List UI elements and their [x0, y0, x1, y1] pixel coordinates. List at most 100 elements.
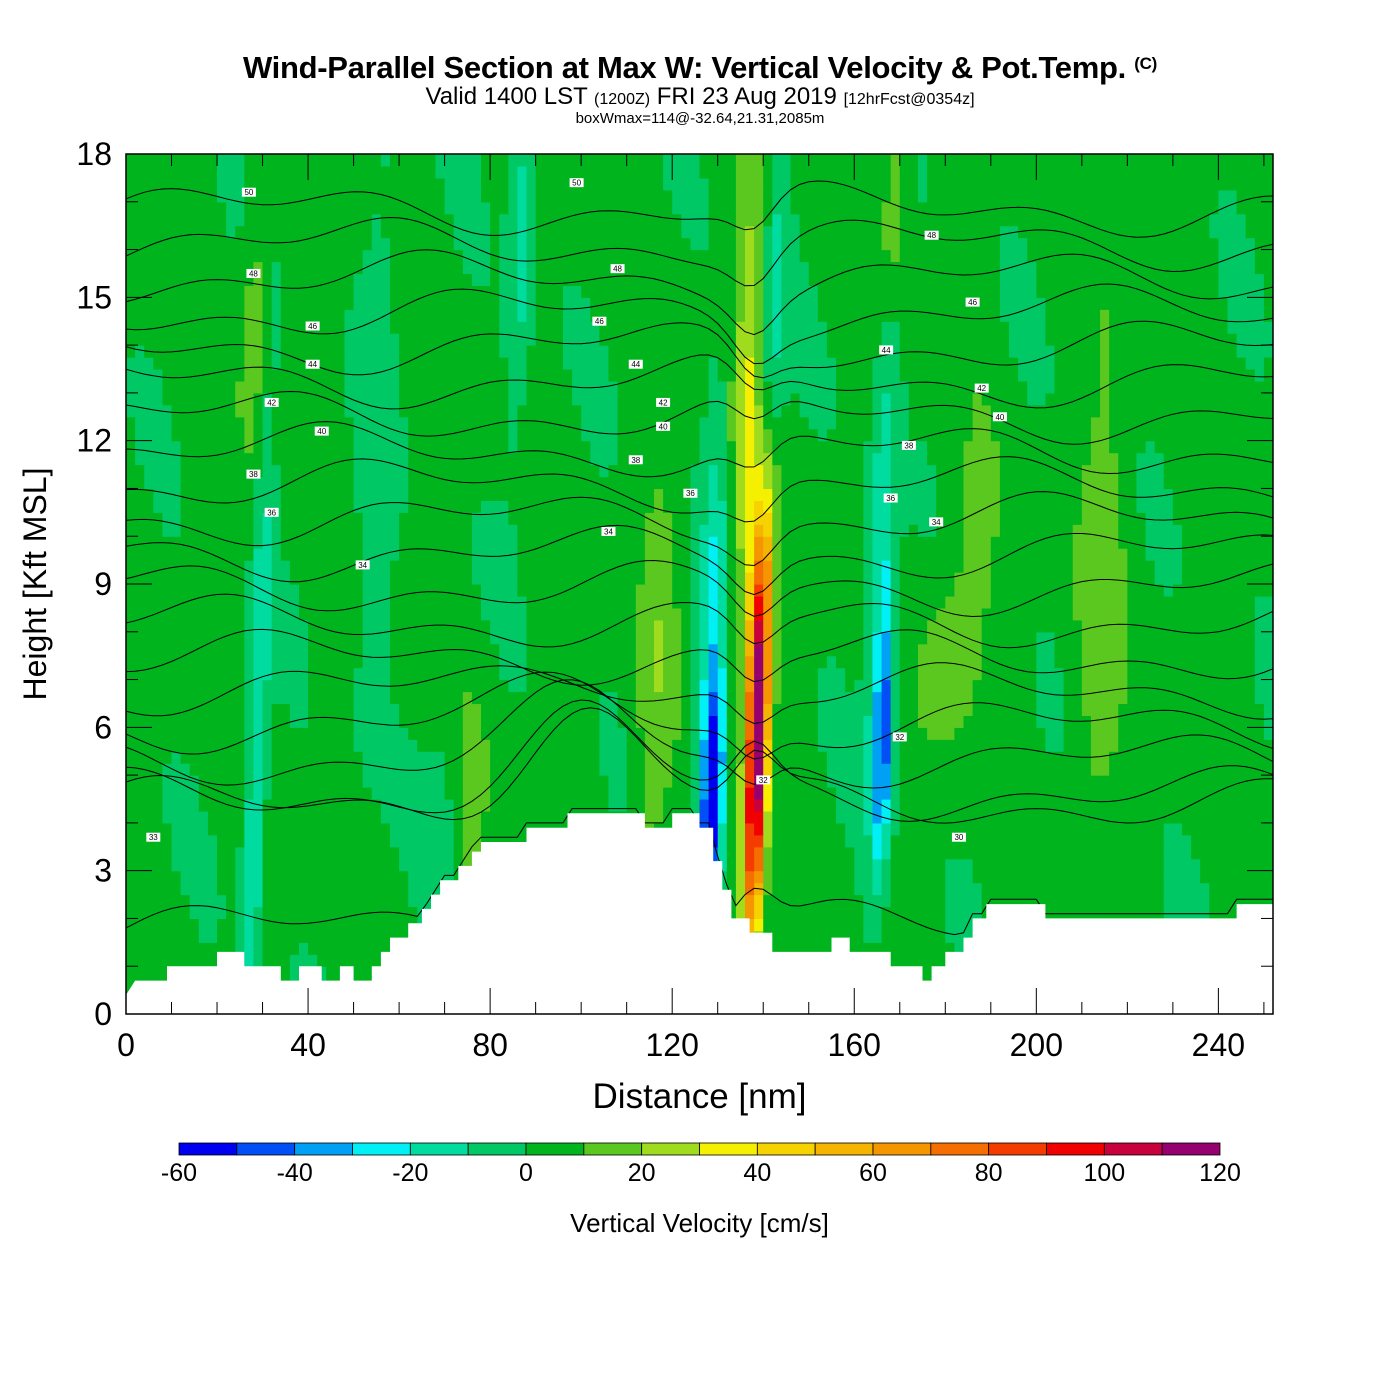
velocity-cell: [881, 775, 892, 788]
velocity-cell: [644, 631, 655, 645]
velocity-cell: [317, 870, 327, 884]
velocity-cell: [226, 834, 236, 848]
velocity-cell: [562, 536, 573, 549]
velocity-cell: [1045, 882, 1056, 896]
velocity-cell: [1090, 703, 1101, 716]
velocity-cell: [754, 870, 764, 884]
velocity-cell: [444, 619, 455, 633]
velocity-cell: [153, 715, 164, 728]
velocity-cell: [1045, 667, 1056, 681]
velocity-cell: [262, 787, 273, 800]
velocity-cell: [1227, 655, 1238, 669]
velocity-cell: [180, 584, 191, 597]
velocity-cell: [1036, 763, 1047, 776]
velocity-cell: [908, 751, 919, 764]
velocity-cell: [1063, 619, 1074, 633]
velocity-cell: [453, 679, 464, 693]
velocity-cell: [1209, 691, 1219, 705]
velocity-cell: [653, 679, 664, 693]
velocity-cell: [745, 679, 755, 693]
velocity-cell: [535, 619, 546, 633]
velocity-cell: [726, 810, 737, 824]
velocity-cell: [490, 715, 500, 728]
velocity-cell: [408, 607, 418, 621]
velocity-cell: [126, 715, 136, 728]
velocity-cell: [754, 536, 764, 549]
velocity-cell: [745, 834, 755, 848]
velocity-cell: [954, 691, 965, 705]
velocity-cell: [207, 810, 218, 824]
velocity-cell: [1218, 655, 1229, 669]
velocity-cell: [1236, 810, 1247, 824]
velocity-cell: [1181, 751, 1192, 764]
velocity-cell: [162, 643, 173, 657]
velocity-cell: [553, 727, 564, 740]
velocity-cell: [262, 727, 273, 740]
velocity-cell: [781, 536, 792, 549]
velocity-cell: [599, 655, 610, 669]
velocity-cell: [890, 954, 901, 967]
velocity-cell: [444, 560, 455, 573]
velocity-cell: [444, 834, 455, 848]
velocity-cell: [317, 679, 327, 693]
velocity-cell: [317, 966, 327, 979]
velocity-cell: [280, 572, 291, 585]
velocity-cell: [298, 572, 309, 585]
velocity-cell: [772, 631, 783, 645]
velocity-cell: [845, 548, 855, 561]
velocity-cell: [180, 846, 191, 860]
velocity-cell: [326, 560, 336, 573]
velocity-cell: [335, 679, 346, 693]
velocity-cell: [244, 751, 255, 764]
velocity-cell: [453, 727, 464, 740]
velocity-cell: [745, 822, 755, 836]
velocity-cell: [717, 751, 728, 764]
velocity-cell: [490, 799, 500, 812]
velocity-cell: [1145, 572, 1156, 585]
velocity-cell: [362, 727, 373, 740]
velocity-cell: [826, 548, 837, 561]
velocity-cell: [681, 703, 691, 716]
velocity-cell: [262, 679, 273, 693]
velocity-cell: [271, 536, 282, 549]
velocity-cell: [772, 942, 783, 955]
velocity-cell: [836, 739, 846, 752]
velocity-cell: [253, 536, 264, 549]
velocity-cell: [344, 822, 355, 836]
velocity-cell: [344, 667, 355, 681]
velocity-cell: [635, 655, 646, 669]
velocity-cell: [308, 918, 318, 931]
velocity-cell: [490, 643, 500, 657]
velocity-cell: [708, 703, 719, 716]
velocity-cell: [435, 739, 446, 752]
velocity-cell: [1209, 739, 1219, 752]
velocity-cell: [1136, 834, 1147, 848]
velocity-cell: [499, 810, 509, 824]
velocity-cell: [1081, 870, 1092, 884]
velocity-cell: [517, 536, 528, 549]
velocity-cell: [890, 584, 901, 597]
velocity-cell: [280, 858, 291, 872]
velocity-cell: [663, 775, 673, 788]
velocity-cell: [1263, 810, 1273, 824]
velocity-cell: [572, 787, 582, 800]
velocity-cell: [1045, 691, 1056, 705]
velocity-cell: [144, 607, 154, 621]
velocity-cell: [1090, 548, 1101, 561]
velocity-cell: [207, 739, 218, 752]
velocity-cell: [1254, 548, 1265, 561]
velocity-cell: [362, 822, 373, 836]
velocity-cell: [353, 739, 364, 752]
velocity-cell: [954, 703, 965, 716]
velocity-cell: [836, 775, 846, 788]
velocity-cell: [417, 775, 427, 788]
velocity-cell: [708, 536, 719, 549]
velocity-cell: [1018, 858, 1028, 872]
velocity-cell: [581, 619, 591, 633]
velocity-cell: [490, 822, 500, 836]
velocity-cell: [508, 787, 519, 800]
velocity-cell: [262, 858, 273, 872]
velocity-cell: [353, 858, 364, 872]
velocity-cell: [817, 751, 828, 764]
velocity-cell: [672, 751, 682, 764]
